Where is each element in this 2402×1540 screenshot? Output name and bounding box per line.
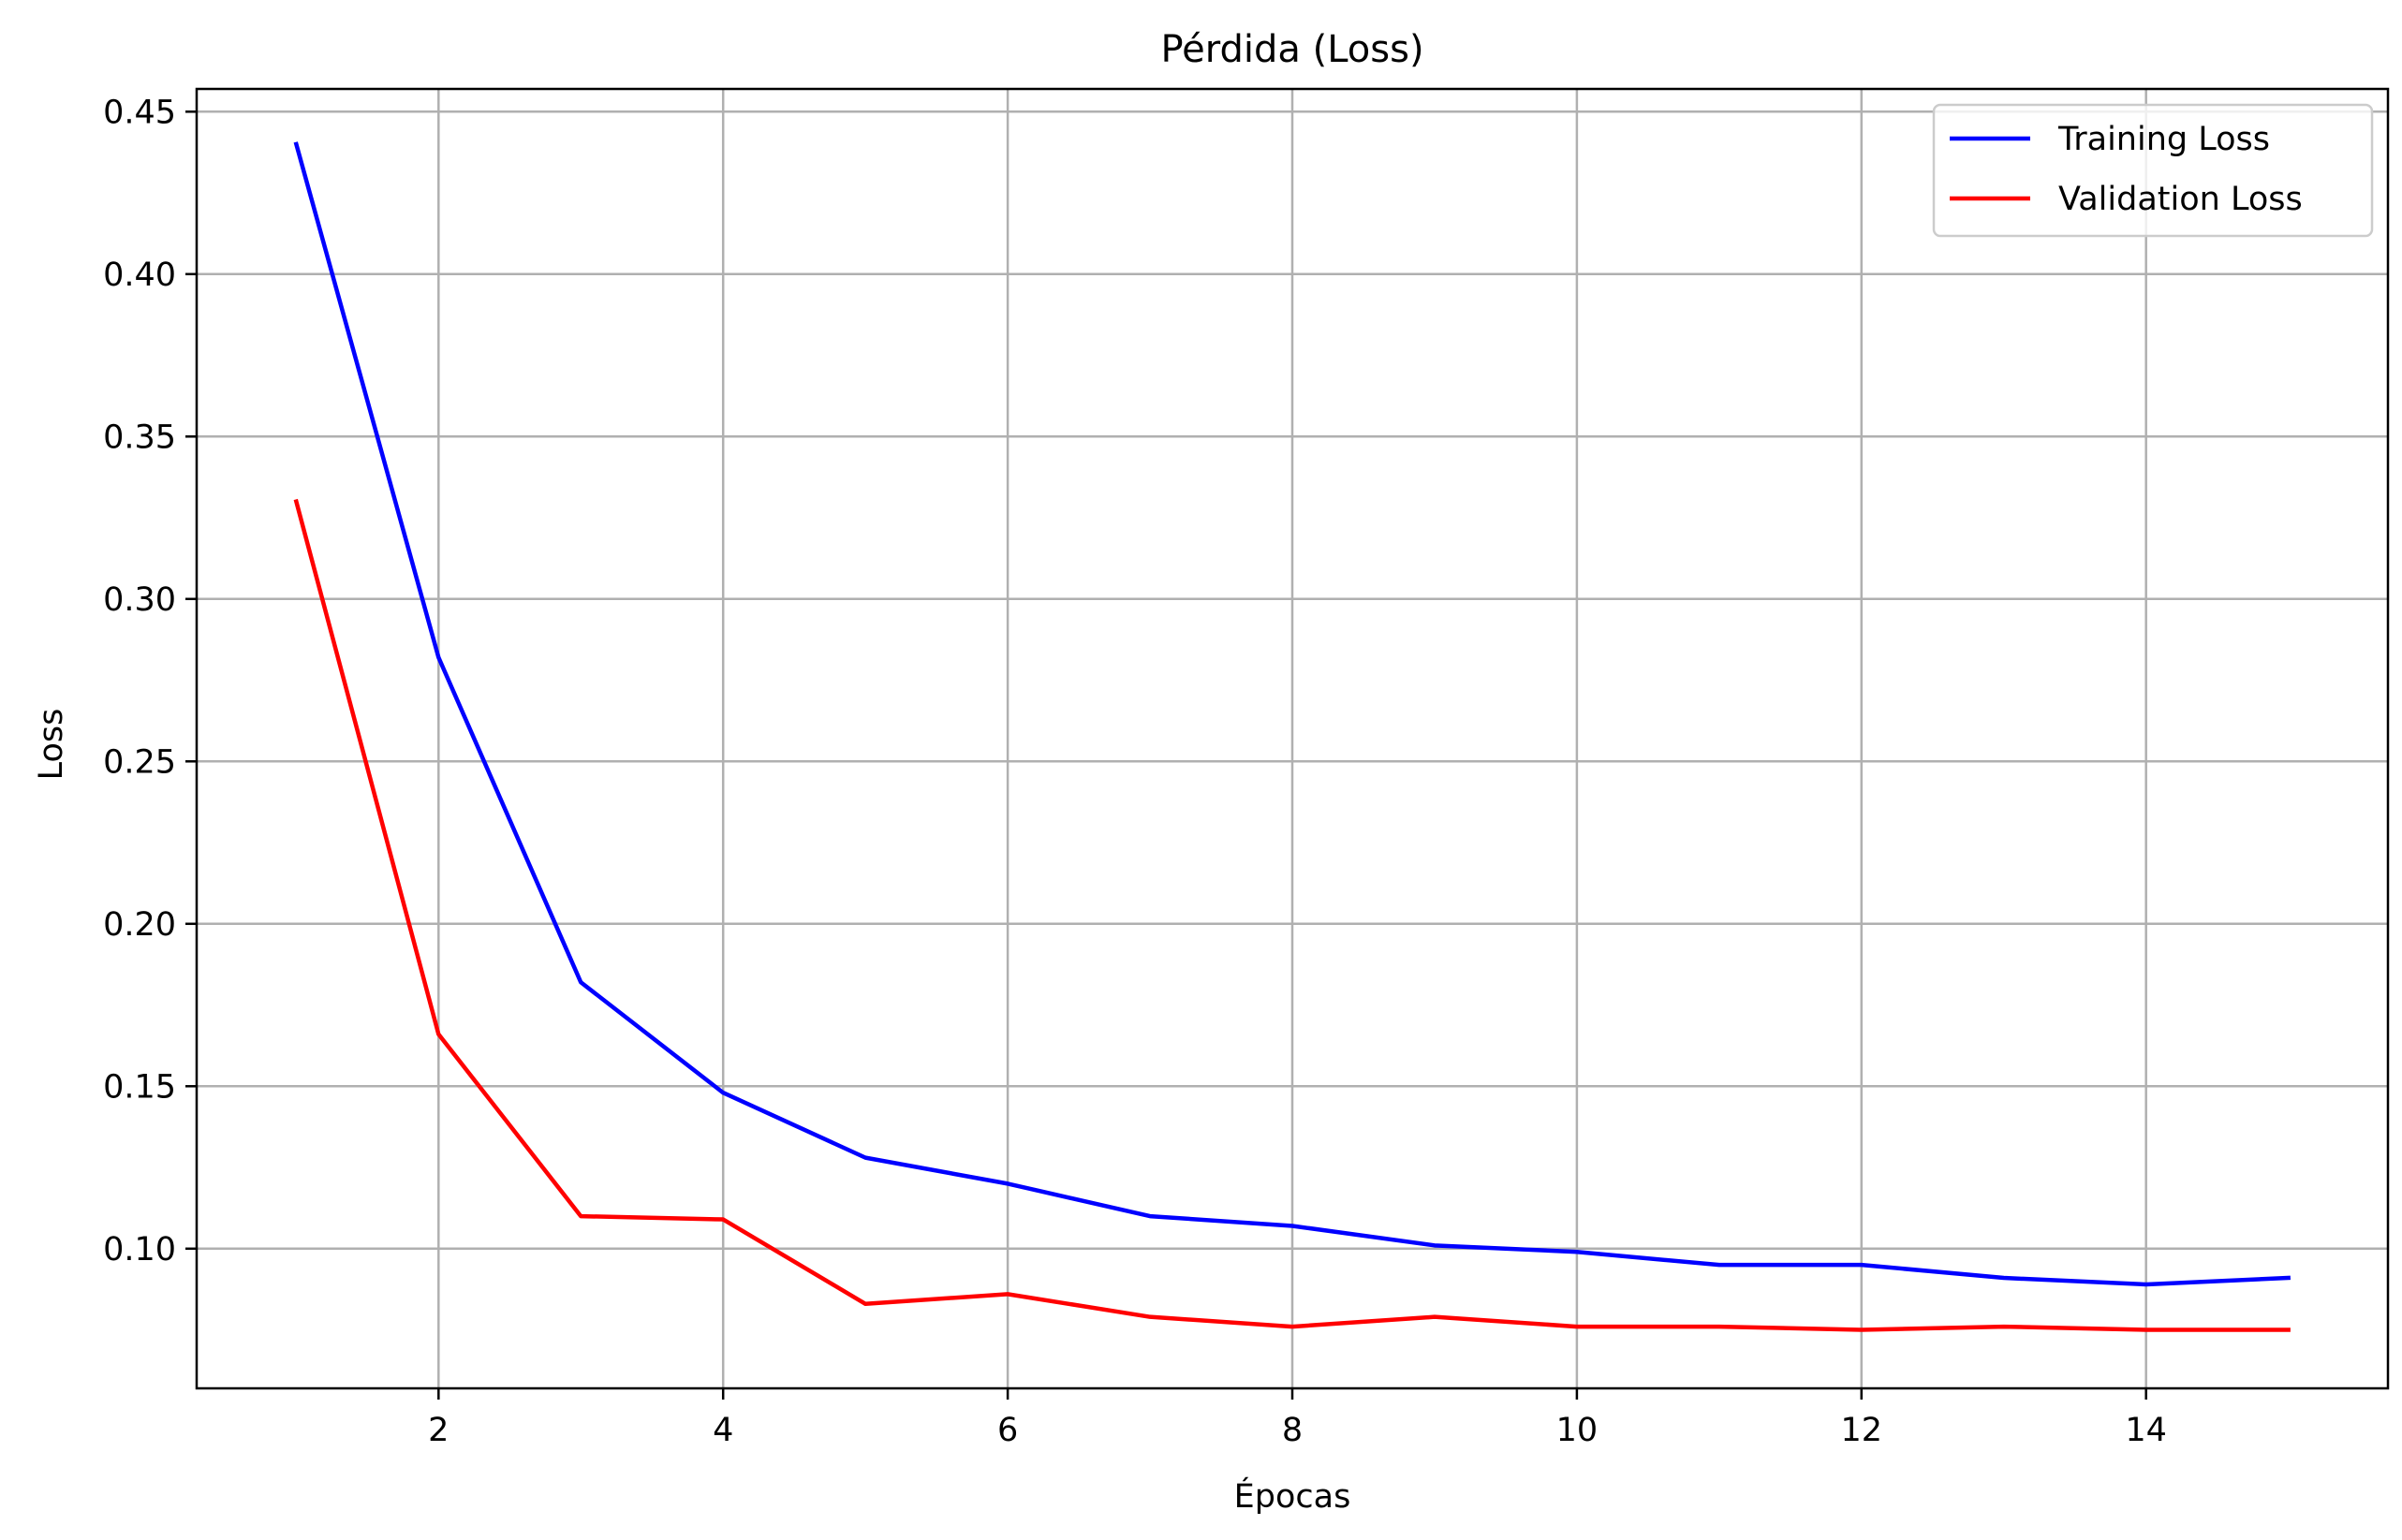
y-tick-label: 0.45 (103, 94, 176, 131)
x-tick-label: 14 (2125, 1412, 2167, 1449)
legend: Training Loss Validation Loss (1932, 103, 2374, 238)
series-line-training-loss (293, 141, 2291, 1287)
y-tick-label: 0.30 (103, 581, 176, 619)
grid (197, 89, 2388, 1388)
y-tick-label: 0.25 (103, 743, 176, 781)
x-tick-label: 4 (713, 1412, 733, 1449)
series-lines (293, 141, 2291, 1332)
axis-ticks: 2 4 6 8 10 12 14 0.10 0.15 0.20 0.25 0.30 0.35 0.40 0.… (103, 94, 2167, 1449)
y-axis-label: Loss (33, 709, 70, 781)
x-tick-label: 2 (428, 1412, 449, 1449)
y-tick-label: 0.10 (103, 1231, 176, 1269)
x-tick-label: 12 (1841, 1412, 1883, 1449)
x-tick-label: 10 (1556, 1412, 1599, 1449)
y-tick-label: 0.20 (103, 906, 176, 944)
legend-label-validation: Validation Loss (2058, 181, 2303, 218)
y-tick-label: 0.15 (103, 1068, 176, 1106)
x-tick-label: 6 (997, 1412, 1018, 1449)
series-line-validation-loss (293, 498, 2291, 1332)
y-tick-label: 0.40 (103, 257, 176, 294)
x-tick-label: 8 (1282, 1412, 1303, 1449)
chart-title: Pérdida (Loss) (1160, 28, 1423, 71)
legend-label-training: Training Loss (2057, 121, 2270, 158)
y-tick-label: 0.35 (103, 418, 176, 456)
legend-box (1932, 103, 2374, 238)
x-axis-label: Épocas (1234, 1476, 1351, 1516)
